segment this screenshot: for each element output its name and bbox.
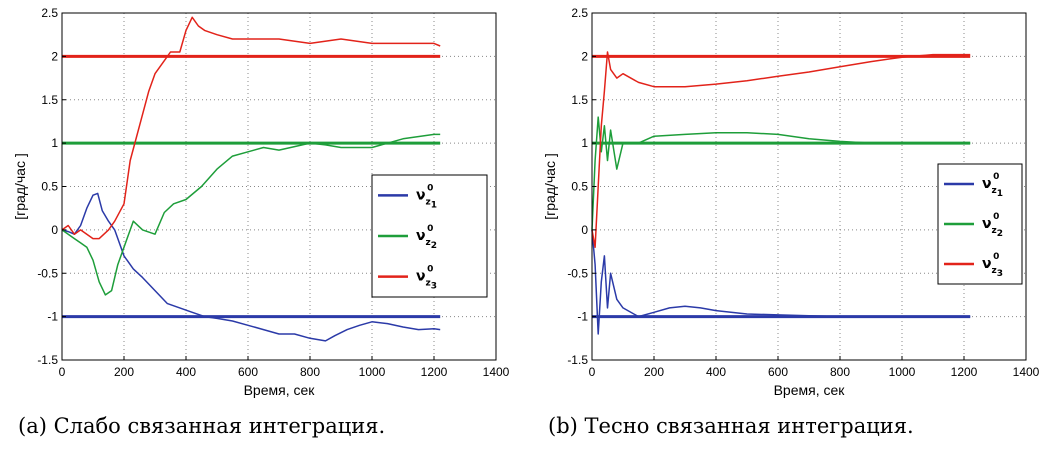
legend-label-1: νz10 bbox=[982, 172, 1003, 199]
x-tick-label: 600 bbox=[238, 365, 258, 379]
series-line-2 bbox=[591, 116, 971, 230]
x-axis-label: Время, сек bbox=[244, 382, 316, 398]
x-tick-label: 1000 bbox=[889, 365, 916, 379]
x-tick-label: 1200 bbox=[421, 365, 448, 379]
series-line-2 bbox=[61, 133, 441, 296]
y-tick-label: -1.5 bbox=[37, 353, 58, 367]
x-tick-label: 0 bbox=[589, 365, 596, 379]
chart-b: 0 200 400 600 800 1000 1200 1400 -1.5 -1 -0.5 0 0.5 1… bbox=[542, 6, 1040, 398]
y-tick-label: 2 bbox=[581, 49, 588, 63]
legend-label-1: νz10 bbox=[416, 183, 437, 210]
y-tick-label: 0 bbox=[51, 223, 58, 237]
series-line-3 bbox=[61, 16, 441, 240]
y-tick-label: 1 bbox=[51, 136, 58, 150]
x-tick-label: 800 bbox=[830, 365, 850, 379]
x-axis-label: Время, сек bbox=[774, 382, 846, 398]
y-tick-label: 2 bbox=[51, 49, 58, 63]
x-tick-label: 400 bbox=[176, 365, 196, 379]
y-tick-label: 1 bbox=[581, 136, 588, 150]
caption-a: (a) Слабо связанная интеграция. bbox=[18, 414, 386, 438]
x-tick-label: 1400 bbox=[1013, 365, 1040, 379]
x-tick-label: 200 bbox=[114, 365, 134, 379]
legend-label-3: νz30 bbox=[416, 265, 437, 292]
x-tick-label: 1400 bbox=[483, 365, 510, 379]
y-axis-label: [град/час ] bbox=[12, 153, 28, 220]
y-tick-label: -1.5 bbox=[567, 353, 588, 367]
x-tick-label: 400 bbox=[706, 365, 726, 379]
x-tick-label: 1000 bbox=[359, 365, 386, 379]
series-line-1 bbox=[591, 229, 971, 335]
y-tick-label: -1 bbox=[577, 310, 588, 324]
legend: νz10 νz20 νz30 bbox=[371, 174, 488, 298]
x-tick-label: 800 bbox=[300, 365, 320, 379]
y-tick-label: 0.5 bbox=[41, 180, 58, 194]
x-tick-label: 1200 bbox=[951, 365, 978, 379]
x-tick-label: 0 bbox=[59, 365, 66, 379]
y-tick-label: 1.5 bbox=[571, 93, 588, 107]
series-line-3 bbox=[591, 51, 971, 248]
y-tick-label: 1.5 bbox=[41, 93, 58, 107]
y-tick-label: -1 bbox=[47, 310, 58, 324]
caption-b: (b) Тесно связанная интеграция. bbox=[548, 414, 914, 438]
legend-label-2: νz20 bbox=[416, 224, 437, 251]
y-tick-label: 0.5 bbox=[571, 180, 588, 194]
y-tick-label: 0 bbox=[581, 223, 588, 237]
legend-label-3: νz30 bbox=[982, 252, 1003, 279]
y-axis-label: [град/час ] bbox=[542, 153, 558, 220]
y-tick-label: -0.5 bbox=[37, 266, 58, 280]
x-tick-label: 200 bbox=[644, 365, 664, 379]
chart-a: 0 200 400 600 800 1000 1200 1400 -1.5 -1 -0.5 0 0.5 1… bbox=[12, 6, 510, 398]
y-tick-label: 2.5 bbox=[41, 6, 58, 20]
y-tick-label: -0.5 bbox=[567, 266, 588, 280]
series-line-1 bbox=[61, 192, 441, 342]
legend-label-2: νz20 bbox=[982, 212, 1003, 239]
y-tick-label: 2.5 bbox=[571, 6, 588, 20]
x-tick-label: 600 bbox=[768, 365, 788, 379]
legend: νz10 νz20 νz30 bbox=[937, 163, 1023, 285]
